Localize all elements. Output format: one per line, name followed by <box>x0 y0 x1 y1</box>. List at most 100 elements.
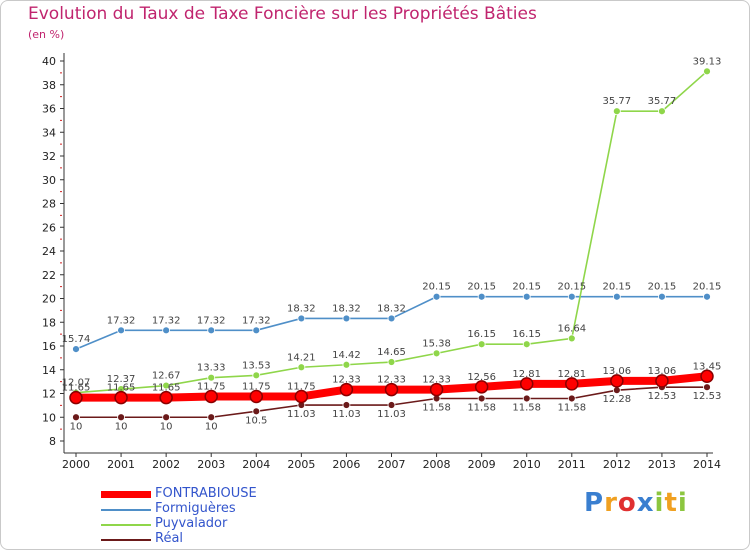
data-point-fontrabiouse <box>655 374 669 388</box>
data-label-fontrabiouse: 11.65 <box>152 383 181 394</box>
data-label-puyvalador: 12.67 <box>152 371 181 382</box>
data-point-puyvalador <box>522 340 531 349</box>
data-label-puyvalador: 39.13 <box>693 56 722 67</box>
data-point-real <box>612 386 621 395</box>
y-tick-label: 12 <box>42 388 56 401</box>
data-point-real <box>522 394 531 403</box>
y-tick-label: 38 <box>42 79 56 92</box>
legend-label-formigueres: Formiguères <box>155 501 236 516</box>
data-label-formigueres: 20.15 <box>603 282 632 293</box>
data-point-puyvalador <box>567 334 576 343</box>
data-point-fontrabiouse <box>204 389 218 404</box>
logo-letter: x <box>636 488 655 518</box>
series-line-puyvalador <box>75 70 708 394</box>
data-label-fontrabiouse: 11.65 <box>62 383 91 394</box>
x-tick-label: 2007 <box>378 458 406 471</box>
y-tick-label: 28 <box>42 198 56 211</box>
data-label-real: 10.5 <box>245 415 267 426</box>
data-point-formigueres <box>342 314 351 323</box>
data-point-fontrabiouse <box>610 374 624 388</box>
data-point-real <box>207 413 216 422</box>
legend-swatch-fontrabiouse <box>101 491 151 498</box>
legend-item-fontrabiouse: FONTRABIOUSE <box>101 486 361 503</box>
data-point-formigueres <box>432 292 441 301</box>
data-label-formigueres: 17.32 <box>242 315 271 326</box>
data-point-real <box>477 394 486 403</box>
data-point-fontrabiouse <box>69 390 83 405</box>
data-point-real <box>72 413 80 422</box>
logo-letter: i <box>654 488 665 518</box>
data-label-real: 10 <box>115 421 128 432</box>
x-tick-label: 2013 <box>648 458 676 471</box>
data-point-fontrabiouse <box>114 390 128 405</box>
data-point-formigueres <box>612 292 621 301</box>
x-tick-label: 2005 <box>287 458 315 471</box>
data-point-real <box>162 413 171 422</box>
x-tick-label: 2006 <box>332 458 360 471</box>
data-point-formigueres <box>297 314 306 323</box>
data-label-formigueres: 20.15 <box>422 282 451 293</box>
data-label-puyvalador: 13.33 <box>197 363 226 374</box>
data-point-formigueres <box>162 326 171 335</box>
data-label-formigueres: 17.32 <box>152 315 181 326</box>
data-point-puyvalador <box>342 360 351 369</box>
legend-label-puyvalador: Puyvalador <box>155 516 228 531</box>
y-tick-label: 16 <box>42 340 56 353</box>
data-label-fontrabiouse: 11.75 <box>242 381 271 392</box>
data-label-puyvalador: 12.07 <box>62 378 91 389</box>
x-tick-label: 2003 <box>197 458 225 471</box>
x-tick-label: 2004 <box>242 458 270 471</box>
data-point-fontrabiouse <box>429 382 444 397</box>
data-point-formigueres <box>658 292 666 301</box>
data-label-real: 12.28 <box>603 394 632 405</box>
data-point-fontrabiouse <box>565 377 579 391</box>
x-tick-label: 2000 <box>62 458 90 471</box>
data-point-fontrabiouse <box>519 377 534 391</box>
data-point-real <box>252 407 261 416</box>
data-label-fontrabiouse: 12.56 <box>467 372 496 383</box>
data-point-real <box>703 383 711 392</box>
data-label-real: 12.53 <box>648 391 677 402</box>
data-label-real: 11.03 <box>332 409 361 420</box>
data-label-fontrabiouse: 12.33 <box>422 375 451 386</box>
data-label-formigueres: 15.74 <box>62 334 91 345</box>
data-label-puyvalador: 14.21 <box>287 352 316 363</box>
data-label-real: 10 <box>160 421 173 432</box>
data-point-formigueres <box>522 292 531 301</box>
data-label-puyvalador: 14.42 <box>332 350 361 361</box>
data-point-puyvalador <box>162 381 171 390</box>
y-tick-label: 32 <box>42 150 56 163</box>
data-point-real <box>387 401 396 409</box>
data-point-real <box>567 394 576 403</box>
data-label-formigueres: 17.32 <box>197 315 226 326</box>
data-point-fontrabiouse <box>384 382 399 397</box>
y-tick-label: 30 <box>42 174 56 187</box>
y-tick-label: 8 <box>49 435 56 448</box>
y-tick-label: 18 <box>42 316 56 329</box>
data-label-fontrabiouse: 11.75 <box>197 381 226 392</box>
data-label-real: 11.58 <box>557 402 586 413</box>
x-tick-label: 2014 <box>693 458 721 471</box>
y-tick-label: 20 <box>42 293 56 306</box>
y-tick-label: 40 <box>42 55 56 68</box>
data-label-fontrabiouse: 12.81 <box>512 369 541 380</box>
x-tick-label: 2012 <box>603 458 631 471</box>
data-label-fontrabiouse: 11.75 <box>287 381 316 392</box>
data-label-puyvalador: 35.77 <box>603 96 632 107</box>
x-tick-label: 2009 <box>468 458 496 471</box>
data-label-puyvalador: 35.77 <box>648 96 677 107</box>
data-label-puyvalador: 15.38 <box>422 338 451 349</box>
data-label-formigueres: 20.15 <box>693 282 722 293</box>
data-label-formigueres: 17.32 <box>107 315 136 326</box>
data-point-fontrabiouse <box>339 382 354 397</box>
data-point-puyvalador <box>703 67 711 76</box>
data-label-real: 11.58 <box>512 402 541 413</box>
logo-letter: P <box>584 488 605 518</box>
data-label-real: 11.58 <box>422 402 451 413</box>
data-point-real <box>117 413 125 422</box>
data-label-puyvalador: 16.64 <box>557 323 586 334</box>
data-label-puyvalador: 14.65 <box>377 347 406 358</box>
y-tick-label: 22 <box>42 269 56 282</box>
data-point-puyvalador <box>612 107 621 116</box>
